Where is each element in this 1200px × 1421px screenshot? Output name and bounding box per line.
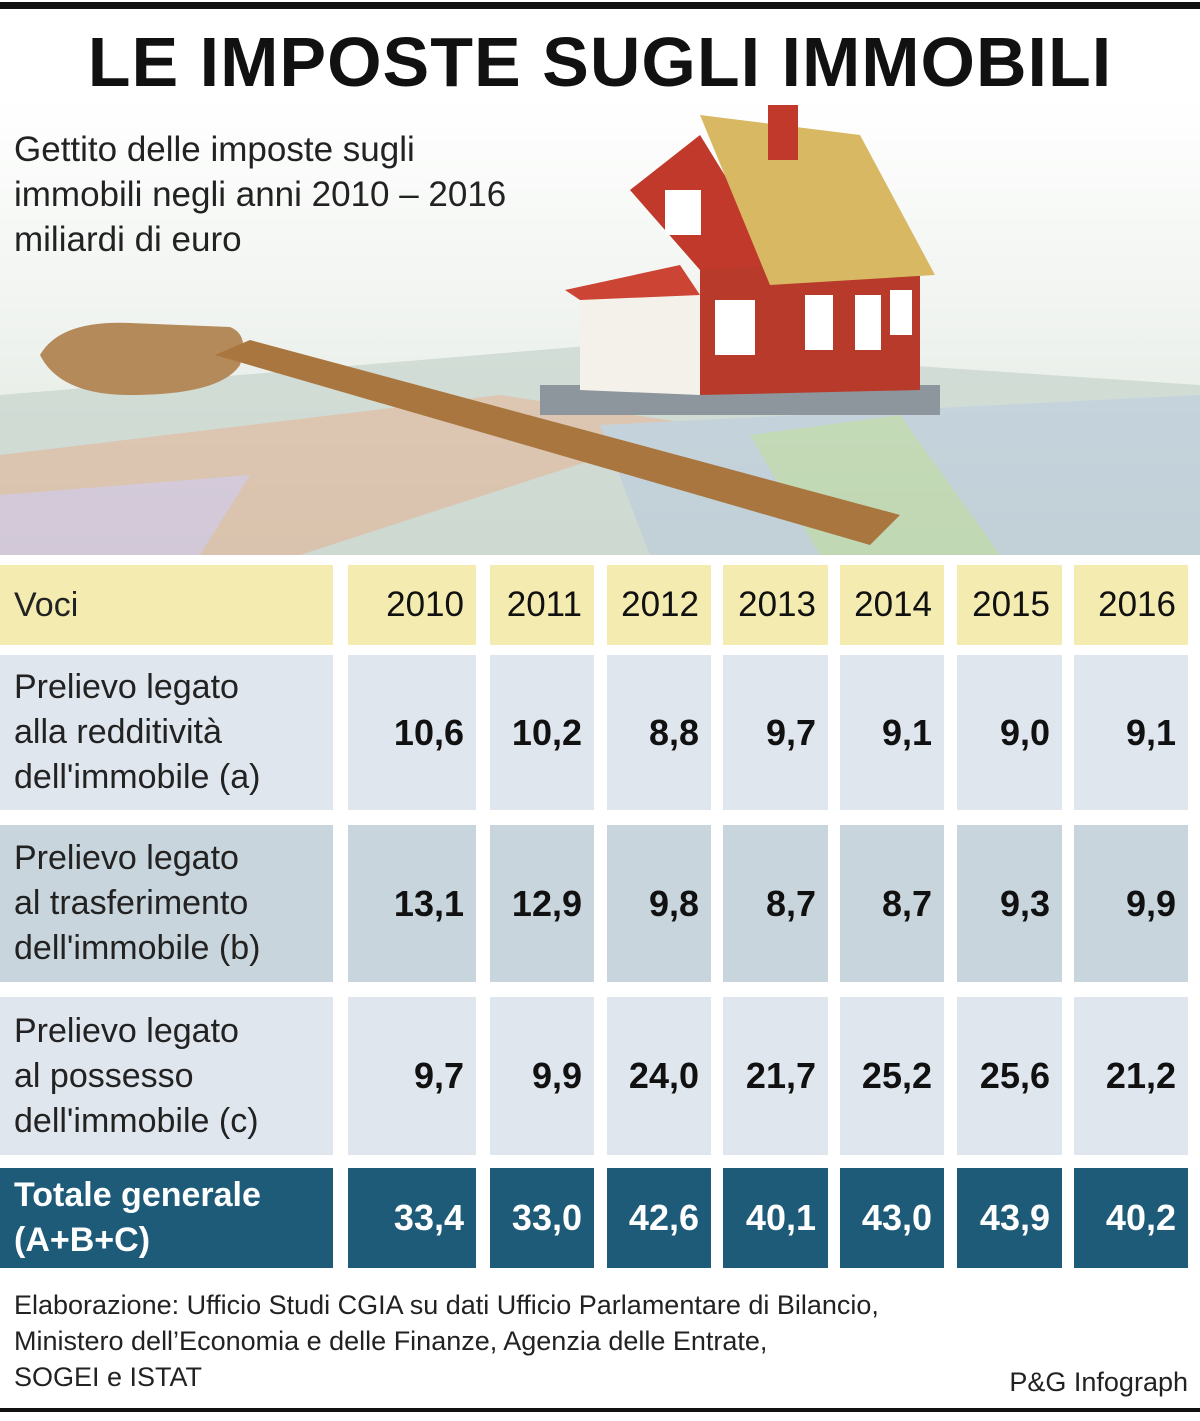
value-cell: 9,9 bbox=[490, 997, 594, 1155]
value-cell: 9,7 bbox=[348, 997, 476, 1155]
header-cell: 2015 bbox=[957, 565, 1062, 645]
header-cell: 2014 bbox=[840, 565, 944, 645]
value-cell: 25,2 bbox=[840, 997, 944, 1155]
value-cell: 24,0 bbox=[607, 997, 711, 1155]
source-line: Ministero dell’Economia e delle Finanze,… bbox=[14, 1326, 768, 1356]
value-cell: 21,7 bbox=[723, 997, 828, 1155]
header-cell: 2011 bbox=[490, 565, 594, 645]
row-label: Prelievo legato al trasferimento dell'immo… bbox=[0, 825, 333, 982]
value-cell: 9,1 bbox=[1074, 655, 1188, 810]
label-line: dell'immobile (a) bbox=[14, 758, 261, 796]
value-cell: 12,9 bbox=[490, 825, 594, 982]
subtitle-line: miliardi di euro bbox=[14, 220, 242, 259]
label-line: alla redditività bbox=[14, 713, 222, 751]
total-value: 33,4 bbox=[348, 1168, 476, 1268]
value-cell: 10,6 bbox=[348, 655, 476, 810]
total-value: 40,1 bbox=[723, 1168, 828, 1268]
total-label: Totale generale (A+B+C) bbox=[0, 1168, 333, 1268]
label-line: al possesso bbox=[14, 1056, 194, 1095]
row-label: Prelievo legato alla redditività dell'immo… bbox=[0, 655, 333, 810]
value-cell: 9,1 bbox=[840, 655, 944, 810]
header-cell: 2010 bbox=[348, 565, 476, 645]
value-cell: 9,7 bbox=[723, 655, 828, 810]
value-cell: 25,6 bbox=[957, 997, 1062, 1155]
header-cell: 2016 bbox=[1074, 565, 1188, 645]
total-value: 33,0 bbox=[490, 1168, 594, 1268]
label-line: dell'immobile (b) bbox=[14, 929, 261, 967]
total-value: 42,6 bbox=[607, 1168, 711, 1268]
total-value: 43,9 bbox=[957, 1168, 1062, 1268]
value-cell: 21,2 bbox=[1074, 997, 1188, 1155]
illustration bbox=[0, 95, 1200, 555]
label-line: al trasferimento bbox=[14, 884, 249, 922]
source-line: SOGEI e ISTAT bbox=[14, 1362, 203, 1392]
header-cell: Voci bbox=[0, 565, 333, 645]
value-cell: 9,3 bbox=[957, 825, 1062, 982]
label-line: Totale generale bbox=[14, 1176, 261, 1214]
label-line: Prelievo legato bbox=[14, 668, 239, 706]
title: LE IMPOSTE SUGLI IMMOBILI bbox=[87, 23, 1113, 101]
source-line: Elaborazione: Ufficio Studi CGIA su dati… bbox=[14, 1290, 879, 1320]
bottom-rule bbox=[0, 1408, 1200, 1412]
value-cell: 10,2 bbox=[490, 655, 594, 810]
label-line: Prelievo legato bbox=[14, 839, 239, 877]
total-value: 43,0 bbox=[840, 1168, 944, 1268]
value-cell: 8,7 bbox=[840, 825, 944, 982]
label-line: Prelievo legato bbox=[14, 1011, 239, 1050]
label-line: dell'immobile (c) bbox=[14, 1101, 259, 1140]
header-cell: 2012 bbox=[607, 565, 711, 645]
value-cell: 9,8 bbox=[607, 825, 711, 982]
credit: P&G Infograph bbox=[1009, 1367, 1188, 1397]
value-cell: 9,0 bbox=[957, 655, 1062, 810]
label-line: (A+B+C) bbox=[14, 1221, 151, 1259]
top-rule bbox=[0, 2, 1200, 9]
value-cell: 13,1 bbox=[348, 825, 476, 982]
value-cell: 8,8 bbox=[607, 655, 711, 810]
header-cell: 2013 bbox=[723, 565, 828, 645]
row-label: Prelievo legato al possesso dell'immobile … bbox=[0, 997, 333, 1155]
subtitle-line: immobili negli anni 2010 – 2016 bbox=[14, 175, 507, 214]
value-cell: 8,7 bbox=[723, 825, 828, 982]
total-value: 40,2 bbox=[1074, 1168, 1188, 1268]
value-cell: 9,9 bbox=[1074, 825, 1188, 982]
subtitle-line: Gettito delle imposte sugli bbox=[14, 130, 415, 169]
